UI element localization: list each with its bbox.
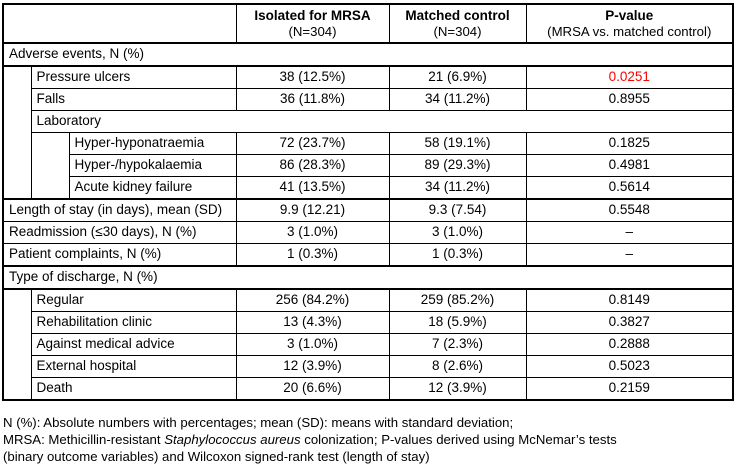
mrsa-value: 256 (84.2%) — [235, 288, 390, 312]
p-value: 0.5023 — [525, 354, 734, 378]
control-value: 12 (3.9%) — [388, 376, 527, 401]
mrsa-value: 3 (1.0%) — [235, 220, 390, 244]
row-label: Hyper-/hypokalaemia — [68, 153, 237, 177]
section-row-adverse-events: Adverse events, N (%) — [2, 41, 734, 67]
table-row-rehabilitation-clinic: Rehabilitation clinic 13 (4.3%) 18 (5.9%… — [3, 310, 734, 334]
table-row-regular: Regular 256 (84.2%) 259 (85.2%) 0.8149 — [2, 288, 734, 401]
col-header-pvalue: P-value (MRSA vs. matched control) — [525, 3, 734, 44]
subsection-label: Laboratory — [30, 109, 734, 133]
p-value: 0.3827 — [525, 310, 734, 334]
mrsa-value: 36 (11.8%) — [235, 87, 390, 111]
table-row-against-medical-advice: Against medical advice 3 (1.0%) 7 (2.3%)… — [3, 332, 734, 356]
mrsa-value: 13 (4.3%) — [235, 310, 390, 334]
col-header-subtitle: (N=304) — [288, 23, 337, 39]
section-row-type-of-discharge: Type of discharge, N (%) — [2, 264, 734, 290]
mrsa-value: 72 (23.7%) — [235, 131, 390, 155]
col-header-isolated-mrsa: Isolated for MRSA (N=304) — [235, 3, 390, 44]
row-label: Length of stay (in days), mean (SD) — [2, 197, 237, 222]
table-row-death: Death 20 (6.6%) 12 (3.9%) 0.2159 — [3, 376, 734, 401]
p-value: 0.5614 — [525, 175, 734, 200]
footnote-line-1: N (%): Absolute numbers with percentages… — [3, 415, 514, 430]
col-header-matched-control: Matched control (N=304) — [388, 3, 527, 44]
col-header-subtitle: (MRSA vs. matched control) — [547, 23, 712, 39]
control-value: 259 (85.2%) — [388, 288, 527, 312]
control-value: 1 (0.3%) — [388, 242, 527, 267]
control-value: 34 (11.2%) — [388, 175, 527, 200]
control-value: 18 (5.9%) — [388, 310, 527, 334]
row-label: Rehabilitation clinic — [30, 310, 237, 334]
p-value: 0.1825 — [525, 131, 734, 155]
control-value: 21 (6.9%) — [388, 65, 527, 89]
table-row-readmission: Readmission (≤30 days), N (%) 3 (1.0%) 3… — [2, 220, 734, 244]
footnote-line-3: (binary outcome variables) and Wilcoxon … — [3, 449, 430, 464]
mrsa-value: 38 (12.5%) — [235, 65, 390, 89]
col-header-title: P-value — [605, 8, 654, 23]
section-label: Type of discharge, N (%) — [2, 264, 734, 290]
section-label: Adverse events, N (%) — [2, 41, 734, 67]
indent-spacer — [2, 65, 32, 200]
row-label: Against medical advice — [30, 332, 237, 356]
control-value: 3 (1.0%) — [388, 220, 527, 244]
table-row-length-of-stay: Length of stay (in days), mean (SD) 9.9 … — [2, 197, 734, 222]
p-value: 0.8149 — [525, 288, 734, 312]
mrsa-value: 3 (1.0%) — [235, 332, 390, 356]
row-label: Pressure ulcers — [30, 65, 237, 89]
control-value: 9.3 (7.54) — [388, 197, 527, 222]
p-value-dash: – — [525, 242, 734, 267]
table-footnotes: N (%): Absolute numbers with percentages… — [3, 414, 731, 465]
p-value: 0.2159 — [525, 376, 734, 401]
p-value-significant: 0.0251 — [525, 65, 734, 89]
control-value: 7 (2.3%) — [388, 332, 527, 356]
table-row-patient-complaints: Patient complaints, N (%) 1 (0.3%) 1 (0.… — [2, 242, 734, 267]
mrsa-value: 41 (13.5%) — [235, 175, 390, 200]
p-value: 0.4981 — [525, 153, 734, 177]
control-value: 34 (11.2%) — [388, 87, 527, 111]
corner-cell — [2, 3, 237, 44]
outcomes-table: Isolated for MRSA (N=304) Matched contro… — [2, 3, 734, 401]
mrsa-value: 86 (28.3%) — [235, 153, 390, 177]
control-value: 58 (19.1%) — [388, 131, 527, 155]
table-row-hyponatraemia: Hyper-hyponatraemia 72 (23.7%) 58 (19.1%… — [3, 131, 734, 200]
table-row-acute-kidney-failure: Acute kidney failure 41 (13.5%) 34 (11.2… — [3, 175, 734, 200]
row-label: Regular — [30, 288, 237, 312]
row-label: Patient complaints, N (%) — [2, 242, 237, 267]
table-row-external-hospital: External hospital 12 (3.9%) 8 (2.6%) 0.5… — [3, 354, 734, 378]
table-row-falls: Falls 36 (11.8%) 34 (11.2%) 0.8955 — [3, 87, 734, 111]
col-header-title: Isolated for MRSA — [254, 8, 371, 23]
p-value: 0.2888 — [525, 332, 734, 356]
mrsa-value: 12 (3.9%) — [235, 354, 390, 378]
col-header-subtitle: (N=304) — [433, 23, 482, 39]
subsection-row-laboratory: Laboratory — [3, 109, 734, 133]
row-label: External hospital — [30, 354, 237, 378]
row-label: Acute kidney failure — [68, 175, 237, 200]
indent-spacer — [30, 131, 70, 200]
mrsa-value: 20 (6.6%) — [235, 376, 390, 401]
header-row: Isolated for MRSA (N=304) Matched contro… — [2, 3, 734, 44]
mrsa-value: 1 (0.3%) — [235, 242, 390, 267]
p-value: 0.5548 — [525, 197, 734, 222]
row-label: Death — [30, 376, 237, 401]
footnote-species-italic: Staphylococcus aureus — [164, 432, 301, 447]
table-row-hypokalaemia: Hyper-/hypokalaemia 86 (28.3%) 89 (29.3%… — [3, 153, 734, 177]
col-header-title: Matched control — [405, 8, 510, 23]
mrsa-value: 9.9 (12.21) — [235, 197, 390, 222]
control-value: 89 (29.3%) — [388, 153, 527, 177]
control-value: 8 (2.6%) — [388, 354, 527, 378]
table-row-pressure-ulcers: Pressure ulcers 38 (12.5%) 21 (6.9%) 0.0… — [2, 65, 734, 200]
footnote-line-2: MRSA: Methicillin-resistant Staphylococc… — [3, 431, 731, 448]
indent-spacer — [2, 288, 32, 401]
footnote-line-2-suffix: colonization; P-values derived using McN… — [300, 432, 617, 447]
p-value-dash: – — [525, 220, 734, 244]
p-value: 0.8955 — [525, 87, 734, 111]
footnote-line-2-prefix: MRSA: Methicillin-resistant — [3, 432, 165, 447]
row-label: Falls — [30, 87, 237, 111]
row-label: Readmission (≤30 days), N (%) — [2, 220, 237, 244]
row-label: Hyper-hyponatraemia — [68, 131, 237, 155]
